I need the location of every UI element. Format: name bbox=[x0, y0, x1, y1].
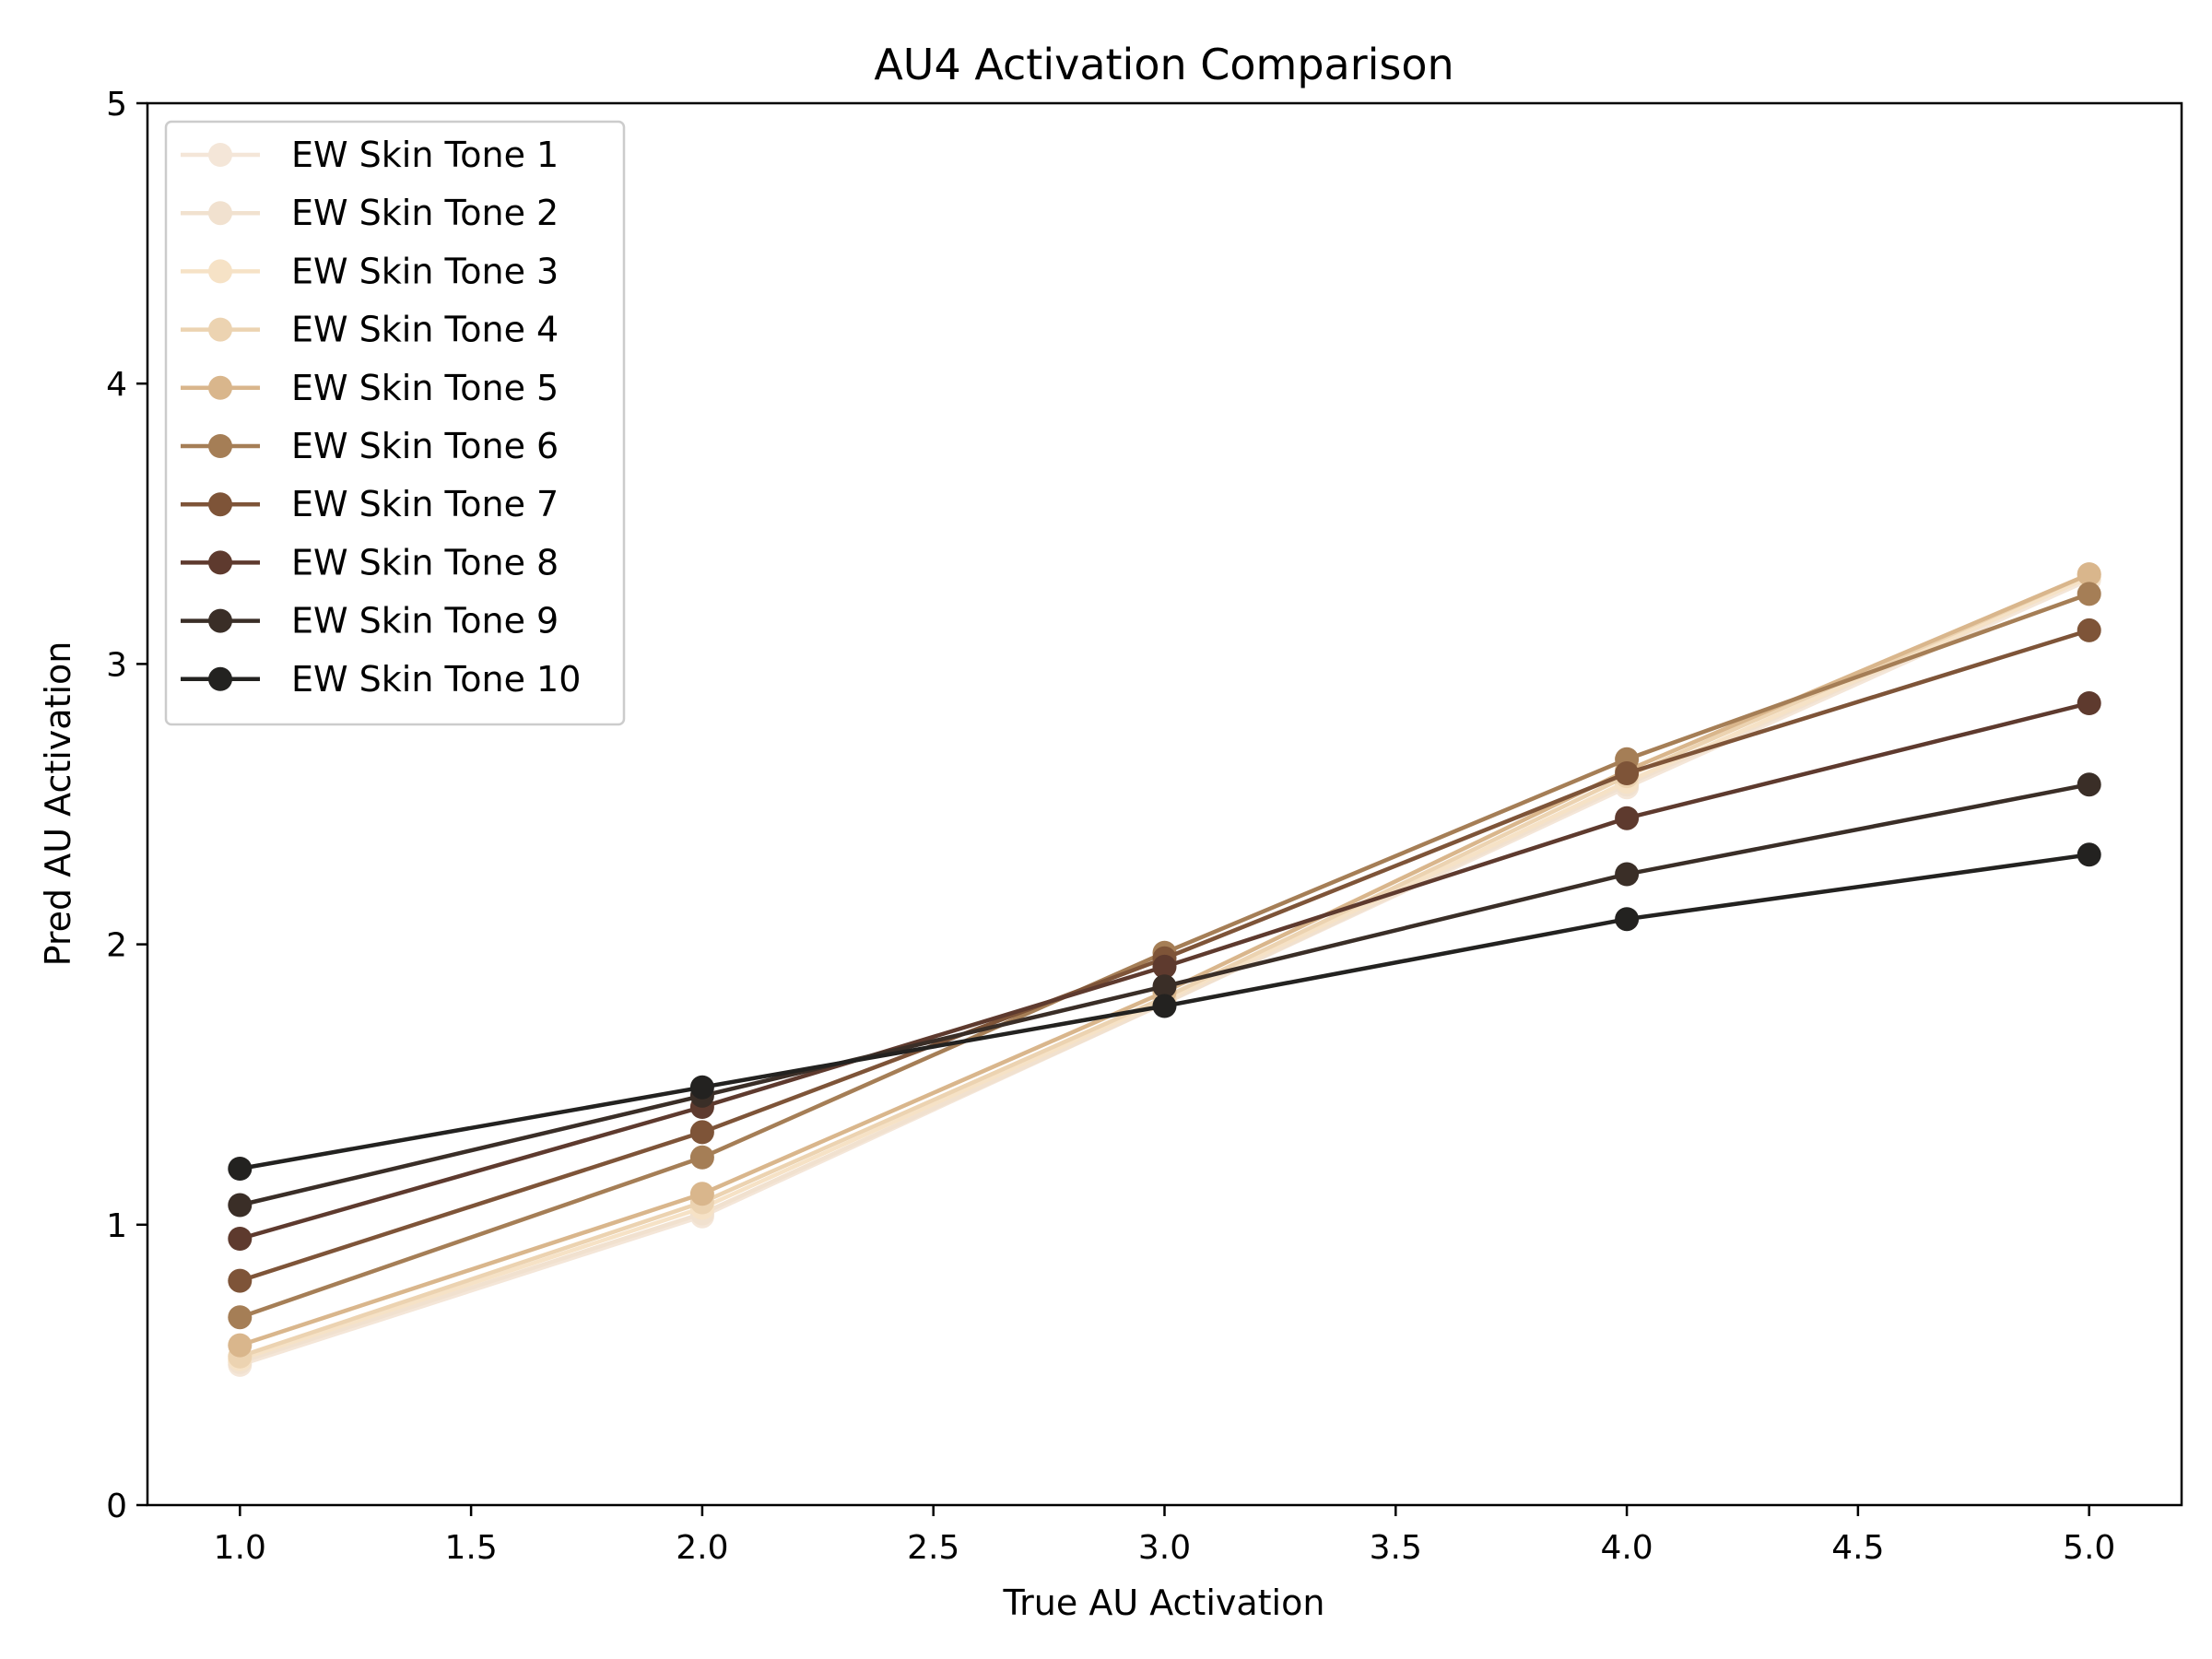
x-tick-label: 1.0 bbox=[214, 1529, 266, 1567]
data-point bbox=[1615, 761, 1640, 785]
legend-label: EW Skin Tone 10 bbox=[291, 659, 581, 700]
legend-item: EW Skin Tone 7 bbox=[181, 484, 559, 524]
data-point bbox=[228, 1268, 253, 1293]
y-tick-label: 2 bbox=[106, 927, 127, 965]
series-10 bbox=[228, 842, 2101, 1181]
legend-swatch-marker bbox=[208, 317, 232, 342]
legend: EW Skin Tone 1 EW Skin Tone 2 EW Skin Tone… bbox=[164, 120, 626, 726]
legend-swatch-marker bbox=[208, 550, 232, 575]
legend-item: EW Skin Tone 10 bbox=[181, 659, 581, 700]
data-point bbox=[689, 1182, 714, 1206]
data-point bbox=[1152, 994, 1177, 1018]
x-axis-ticks: 1.0 1.5 2.0 2.5 3.0 3.5 4.0 4.5 5.0 bbox=[214, 1505, 2115, 1567]
x-tick-label: 5.0 bbox=[2063, 1529, 2115, 1567]
legend-label: EW Skin Tone 7 bbox=[291, 484, 559, 524]
legend-swatch-marker bbox=[208, 375, 232, 400]
legend-item: EW Skin Tone 2 bbox=[181, 193, 559, 233]
y-axis-ticks: 0 1 2 3 4 5 bbox=[106, 86, 147, 1525]
y-tick-label: 5 bbox=[106, 86, 127, 124]
y-axis-label: Pred AU Activation bbox=[38, 641, 78, 967]
x-tick-label: 1.5 bbox=[444, 1529, 497, 1567]
chart-title: AU4 Activation Comparison bbox=[874, 40, 1453, 89]
legend-item: EW Skin Tone 9 bbox=[181, 601, 559, 641]
series-layer bbox=[228, 562, 2101, 1377]
legend-swatch-marker bbox=[208, 201, 232, 226]
legend-label: EW Skin Tone 3 bbox=[291, 251, 559, 291]
x-tick-label: 2.5 bbox=[907, 1529, 959, 1567]
x-tick-label: 4.0 bbox=[1600, 1529, 1653, 1567]
data-point bbox=[2077, 842, 2101, 867]
legend-item: EW Skin Tone 4 bbox=[181, 310, 559, 350]
legend-box bbox=[164, 120, 626, 726]
data-point bbox=[228, 1333, 253, 1358]
x-tick-label: 4.5 bbox=[1831, 1529, 1884, 1567]
data-point bbox=[689, 1145, 714, 1170]
x-tick-label: 3.5 bbox=[1370, 1529, 1422, 1567]
data-point bbox=[228, 1305, 253, 1330]
data-point bbox=[1152, 974, 1177, 999]
legend-label: EW Skin Tone 8 bbox=[291, 542, 559, 582]
data-point bbox=[228, 1193, 253, 1218]
x-tick-label: 3.0 bbox=[1138, 1529, 1191, 1567]
legend-label: EW Skin Tone 1 bbox=[291, 135, 559, 175]
legend-item: EW Skin Tone 6 bbox=[181, 426, 559, 466]
legend-item: EW Skin Tone 8 bbox=[181, 542, 559, 582]
legend-swatch-marker bbox=[208, 492, 232, 517]
legend-swatch-marker bbox=[208, 434, 232, 458]
data-point bbox=[2077, 618, 2101, 642]
data-point bbox=[228, 1157, 253, 1181]
series-9 bbox=[228, 772, 2101, 1218]
legend-item: EW Skin Tone 1 bbox=[181, 135, 559, 175]
legend-label: EW Skin Tone 5 bbox=[291, 368, 559, 408]
series-8 bbox=[228, 691, 2101, 1251]
y-tick-label: 4 bbox=[106, 366, 127, 404]
y-tick-label: 1 bbox=[106, 1207, 127, 1245]
legend-swatch-marker bbox=[208, 608, 232, 633]
data-point bbox=[1152, 954, 1177, 979]
data-point bbox=[1615, 862, 1640, 887]
y-tick-label: 0 bbox=[106, 1488, 127, 1525]
legend-label: EW Skin Tone 4 bbox=[291, 310, 559, 350]
legend-label: EW Skin Tone 2 bbox=[291, 193, 559, 233]
x-tick-label: 2.0 bbox=[676, 1529, 728, 1567]
data-point bbox=[1615, 907, 1640, 932]
y-tick-label: 3 bbox=[106, 646, 127, 684]
data-point bbox=[2077, 772, 2101, 797]
data-point bbox=[689, 1075, 714, 1100]
legend-swatch-marker bbox=[208, 143, 232, 167]
data-point bbox=[2077, 582, 2101, 606]
data-point bbox=[689, 1120, 714, 1145]
legend-label: EW Skin Tone 9 bbox=[291, 601, 559, 641]
legend-label: EW Skin Tone 6 bbox=[291, 426, 559, 466]
data-point bbox=[2077, 691, 2101, 715]
data-point bbox=[2077, 562, 2101, 587]
data-point bbox=[228, 1227, 253, 1251]
legend-swatch-marker bbox=[208, 666, 232, 691]
legend-item: EW Skin Tone 3 bbox=[181, 251, 559, 291]
legend-swatch-marker bbox=[208, 259, 232, 284]
data-point bbox=[1615, 806, 1640, 830]
legend-item: EW Skin Tone 5 bbox=[181, 368, 559, 408]
x-axis-label: True AU Activation bbox=[1003, 1583, 1325, 1623]
